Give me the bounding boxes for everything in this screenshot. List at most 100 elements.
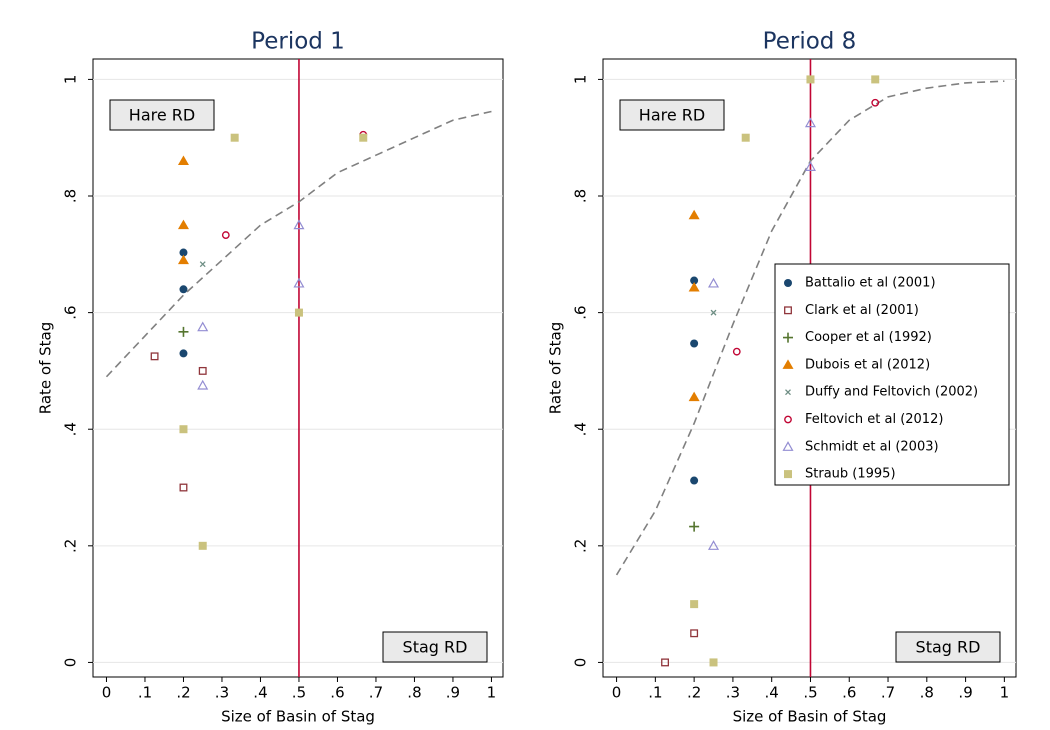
- legend-label: Cooper et al (1992): [805, 330, 932, 345]
- x-tick-label: .5: [803, 684, 817, 702]
- annotation-box: [895, 631, 1001, 663]
- point: [690, 476, 699, 485]
- point: [179, 248, 188, 257]
- x-axis-label: Size of Basin of Stag: [733, 708, 887, 726]
- plot-frame: [602, 58, 1017, 678]
- point: [784, 306, 792, 315]
- point: [198, 541, 207, 550]
- point: [198, 366, 207, 375]
- point: [230, 133, 239, 142]
- y-tick-label: .6: [572, 305, 590, 319]
- point: [804, 161, 816, 171]
- point: [806, 75, 815, 84]
- y-tick-label: .6: [62, 305, 80, 319]
- point: [688, 391, 700, 402]
- point: [690, 339, 699, 348]
- fit-curve: [615, 80, 1005, 576]
- annotation-box: [619, 99, 725, 131]
- point: [688, 282, 700, 292]
- x-tick-label: .8: [407, 684, 421, 702]
- x-tick-label: .4: [765, 684, 779, 702]
- point: [690, 276, 699, 285]
- point: [690, 600, 699, 609]
- annotation-box: [109, 99, 215, 131]
- y-axis-label: Rate of Stag: [37, 322, 55, 415]
- x-tick-label: .7: [369, 684, 383, 702]
- x-tick-label: 1: [1000, 684, 1010, 702]
- annotation: Hare RD: [129, 106, 195, 125]
- point: [871, 75, 880, 84]
- point: [707, 540, 720, 550]
- annotation: Stag RD: [916, 638, 981, 657]
- point: [741, 133, 750, 142]
- point: [661, 658, 669, 667]
- point: [784, 415, 792, 424]
- point: [732, 347, 741, 356]
- point: [804, 117, 816, 128]
- y-tick-label: .8: [572, 189, 590, 203]
- x-tick-label: .6: [842, 684, 856, 702]
- x-tick-label: .1: [648, 684, 662, 702]
- legend-box: [774, 263, 1010, 486]
- point: [782, 441, 794, 451]
- point: [688, 209, 700, 220]
- point: [179, 349, 188, 358]
- x-axis-label: Size of Basin of Stag: [221, 708, 375, 726]
- y-tick-label: .8: [62, 189, 80, 203]
- legend-label: Duffy and Feltovich (2002): [805, 385, 978, 400]
- legend-label: Battalio et al (2001): [805, 276, 936, 291]
- y-tick-label: 0: [572, 658, 590, 668]
- fit-curve: [105, 110, 492, 378]
- x-tick-label: .6: [330, 684, 344, 702]
- point: [293, 277, 305, 288]
- chart-title: Period 1: [251, 29, 345, 55]
- legend-label: Dubois et al (2012): [805, 357, 930, 372]
- point: [785, 389, 791, 396]
- point: [871, 98, 880, 107]
- x-tick-label: .2: [687, 684, 701, 702]
- legend-label: Schmidt et al (2003): [805, 439, 939, 454]
- x-tick-label: .4: [253, 684, 267, 702]
- point: [784, 279, 792, 287]
- legend-label: Straub (1995): [805, 467, 896, 482]
- point: [707, 277, 720, 288]
- y-tick-label: .4: [62, 422, 80, 436]
- point: [177, 155, 189, 166]
- point: [178, 326, 189, 337]
- legend-label: Clark et al (2001): [805, 303, 919, 318]
- x-tick-label: .3: [215, 684, 229, 702]
- y-tick-label: 0: [62, 658, 80, 668]
- x-tick-label: .3: [726, 684, 740, 702]
- point: [294, 308, 303, 317]
- point: [179, 483, 188, 492]
- point: [689, 521, 700, 532]
- x-tick-label: .9: [958, 684, 972, 702]
- y-tick-label: 1: [572, 75, 590, 85]
- point: [293, 219, 305, 230]
- point: [179, 285, 188, 294]
- y-tick-label: .4: [572, 422, 590, 436]
- x-tick-label: .1: [138, 684, 152, 702]
- x-tick-label: .9: [446, 684, 460, 702]
- y-axis-label: Rate of Stag: [547, 322, 565, 415]
- point: [199, 261, 206, 268]
- point: [150, 352, 159, 361]
- point: [709, 658, 718, 667]
- annotation-box: [382, 631, 488, 663]
- point: [197, 321, 209, 332]
- chart-title: Period 8: [763, 29, 857, 55]
- point: [690, 629, 699, 638]
- point: [197, 379, 209, 390]
- legend-label: Feltovich et al (2012): [805, 412, 943, 427]
- panel: Period 1 0 .2 .4 .6 .8 1 0 .1 .2 .3 .4 .5 .6 .7 .8 .9 1 Si…: [37, 29, 504, 726]
- point: [177, 219, 189, 230]
- point: [179, 425, 188, 434]
- point: [782, 359, 794, 369]
- x-tick-label: .5: [292, 684, 306, 702]
- annotation: Stag RD: [403, 638, 468, 657]
- point: [784, 470, 792, 479]
- point: [783, 332, 793, 343]
- point: [710, 309, 717, 316]
- x-tick-label: .7: [881, 684, 895, 702]
- annotation: Hare RD: [639, 106, 705, 125]
